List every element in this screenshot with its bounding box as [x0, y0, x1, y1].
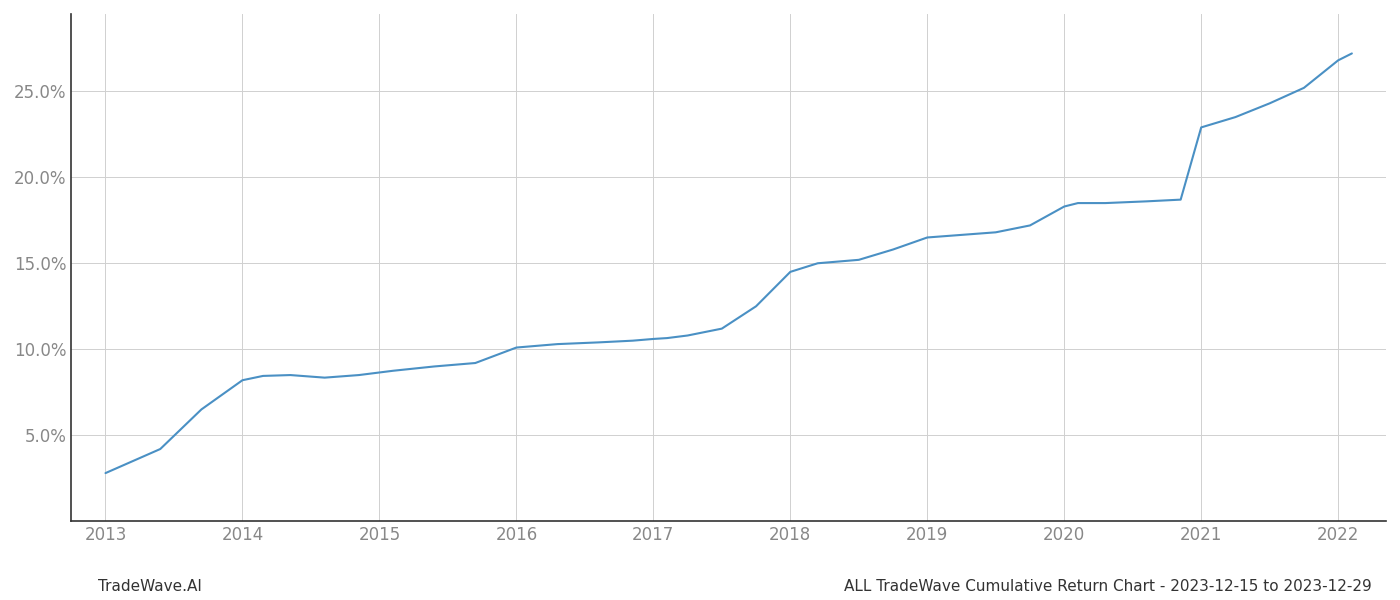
Text: TradeWave.AI: TradeWave.AI [98, 579, 202, 594]
Text: ALL TradeWave Cumulative Return Chart - 2023-12-15 to 2023-12-29: ALL TradeWave Cumulative Return Chart - … [844, 579, 1372, 594]
